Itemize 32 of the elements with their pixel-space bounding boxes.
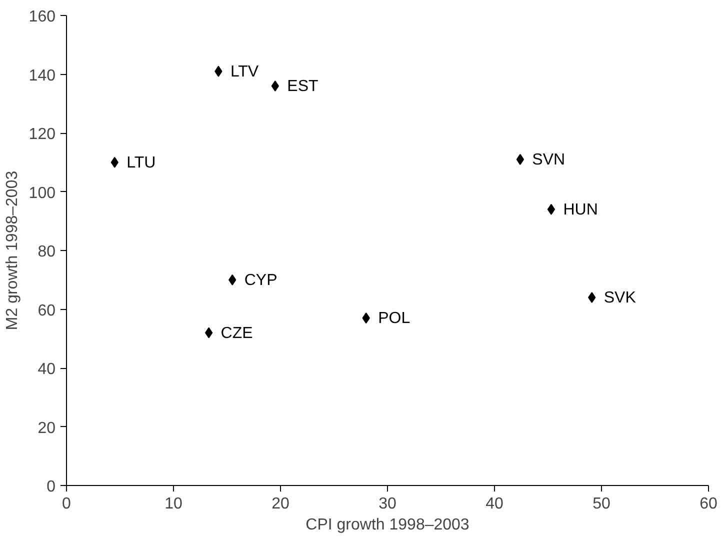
- y-tick-label: 40: [38, 361, 56, 378]
- annotation: POL: [378, 310, 410, 328]
- x-tick-label: 40: [486, 496, 504, 512]
- x-tick-label: 0: [62, 496, 72, 512]
- y-tick-label: 120: [28, 126, 56, 143]
- annotation: SVN: [532, 151, 566, 168]
- annotation: LTU: [126, 154, 156, 172]
- point: [271, 80, 279, 92]
- y-tick-label: 60: [38, 302, 56, 320]
- x-tick-label: 20: [272, 496, 290, 512]
- annotation: CZE: [220, 324, 253, 342]
- y-axis-title: M2 growth 1998–2003: [4, 170, 21, 330]
- point: [204, 327, 213, 338]
- x-tick-label: 10: [164, 496, 182, 512]
- y-tick-label: 140: [28, 67, 56, 84]
- y-tick-label: 80: [38, 244, 56, 260]
- annotation: CYP: [244, 272, 278, 289]
- x-tick-label: 50: [592, 496, 610, 512]
- annotation: EST: [287, 78, 318, 95]
- annotation: LTV: [230, 63, 259, 80]
- annotation: HUN: [563, 201, 598, 218]
- x-tick-label: 60: [700, 496, 718, 512]
- y-tick-label: 100: [28, 184, 56, 202]
- point: [588, 292, 596, 303]
- x-axis-title: CPI growth 1998–2003: [306, 516, 470, 534]
- y-tick-label: 0: [46, 478, 56, 496]
- annotation: SVK: [604, 290, 636, 306]
- y-tick-label: 20: [38, 420, 56, 437]
- point: [516, 154, 524, 165]
- x-tick-label: 30: [378, 496, 396, 512]
- y-tick-label: 160: [28, 8, 56, 26]
- point: [547, 204, 556, 215]
